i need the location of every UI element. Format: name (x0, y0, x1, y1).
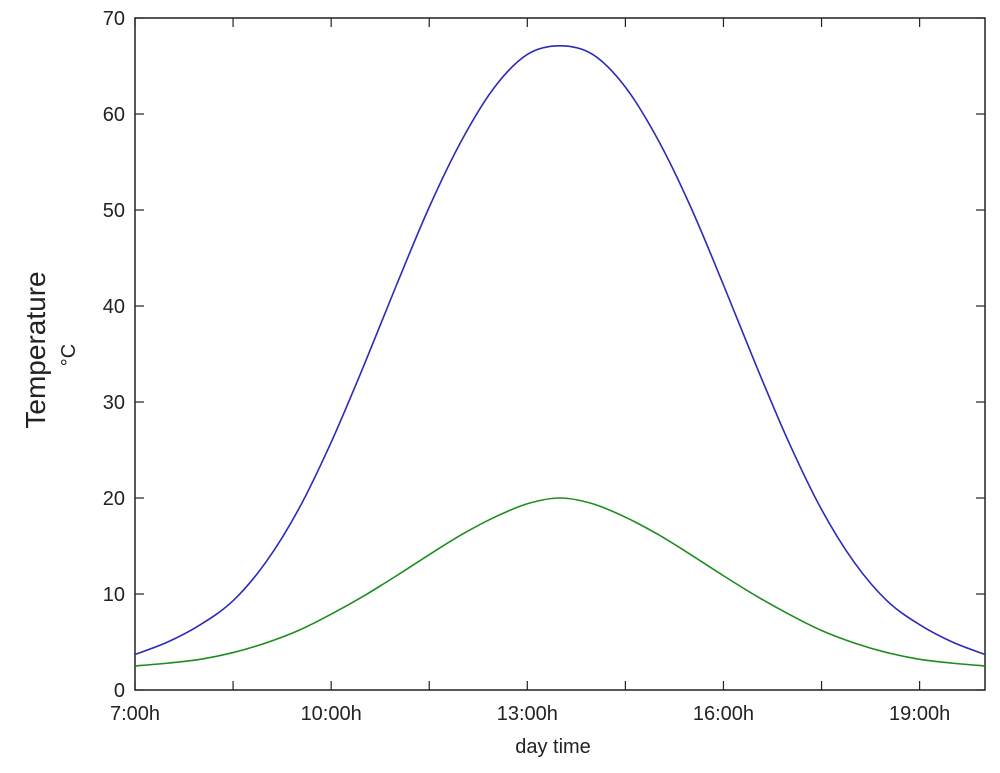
y-tick-label: 40 (103, 296, 125, 318)
y-tick-label: 30 (103, 392, 125, 414)
y-tick-label: 50 (103, 200, 125, 222)
y-tick-label: 0 (114, 680, 125, 702)
x-axis-title: day time (515, 736, 591, 758)
x-tick-label: 16:00h (693, 703, 754, 725)
x-tick-label: 19:00h (889, 703, 950, 725)
y-tick-label: 10 (103, 584, 125, 606)
plot-frame (134, 17, 986, 691)
y-axis-title: Temperature (20, 271, 51, 428)
series-layer (134, 45, 986, 667)
y-axis-unit: °C (58, 344, 80, 366)
series-line-1 (134, 45, 986, 656)
x-tick-label: 10:00h (301, 703, 362, 725)
series-line-2 (134, 497, 986, 667)
y-axis: 0 10 20 30 40 50 60 70 (103, 8, 985, 702)
x-axis: 7:00h 10:00h 13:00h 16:00h 19:00h (110, 18, 950, 725)
y-tick-label: 60 (103, 104, 125, 126)
y-tick-label: 70 (103, 8, 125, 30)
x-tick-label: 13:00h (497, 703, 558, 725)
y-tick-label: 20 (103, 488, 125, 510)
x-tick-label: 7:00h (110, 703, 160, 725)
